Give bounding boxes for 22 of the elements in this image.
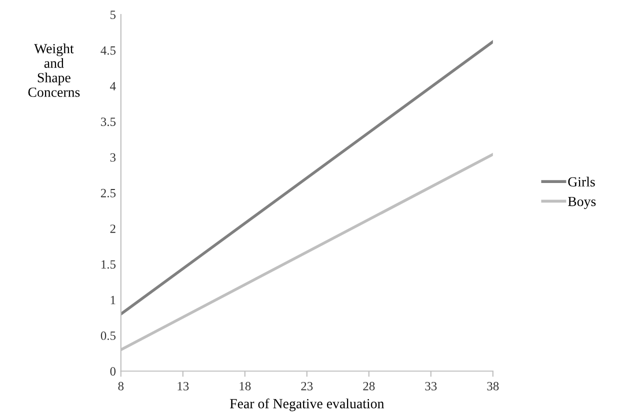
y-tick-label: 2 xyxy=(110,224,116,233)
y-tick-label: 0 xyxy=(110,367,116,376)
y-axis-title: Weight and Shape Concerns xyxy=(28,44,80,97)
x-tick-label: 28 xyxy=(363,382,375,390)
y-tick-label: 4.5 xyxy=(100,46,116,55)
x-tick-label: 18 xyxy=(240,382,251,390)
x-tick-label: 38 xyxy=(487,382,499,390)
y-tick-label: 5 xyxy=(110,10,116,20)
x-tick-label: 13 xyxy=(178,382,189,390)
y-tick-label: 3 xyxy=(110,153,116,162)
y-tick-label: 3.5 xyxy=(101,118,116,126)
y-tick-label: 1.5 xyxy=(102,260,116,269)
y-tick-label: 4 xyxy=(110,82,116,90)
y-tick-label: 0.5 xyxy=(100,332,116,340)
y-tick-label: 2.5 xyxy=(100,188,116,198)
legend-label: Boys xyxy=(568,196,596,210)
x-tick-label: 23 xyxy=(301,382,313,390)
x-tick-label: 8 xyxy=(118,382,124,390)
legend-label: Girls xyxy=(568,176,595,187)
y-tick-label: 1 xyxy=(110,296,116,304)
x-axis-title: Fear of Negative evaluation xyxy=(230,398,384,412)
x-tick-label: 33 xyxy=(425,382,437,390)
